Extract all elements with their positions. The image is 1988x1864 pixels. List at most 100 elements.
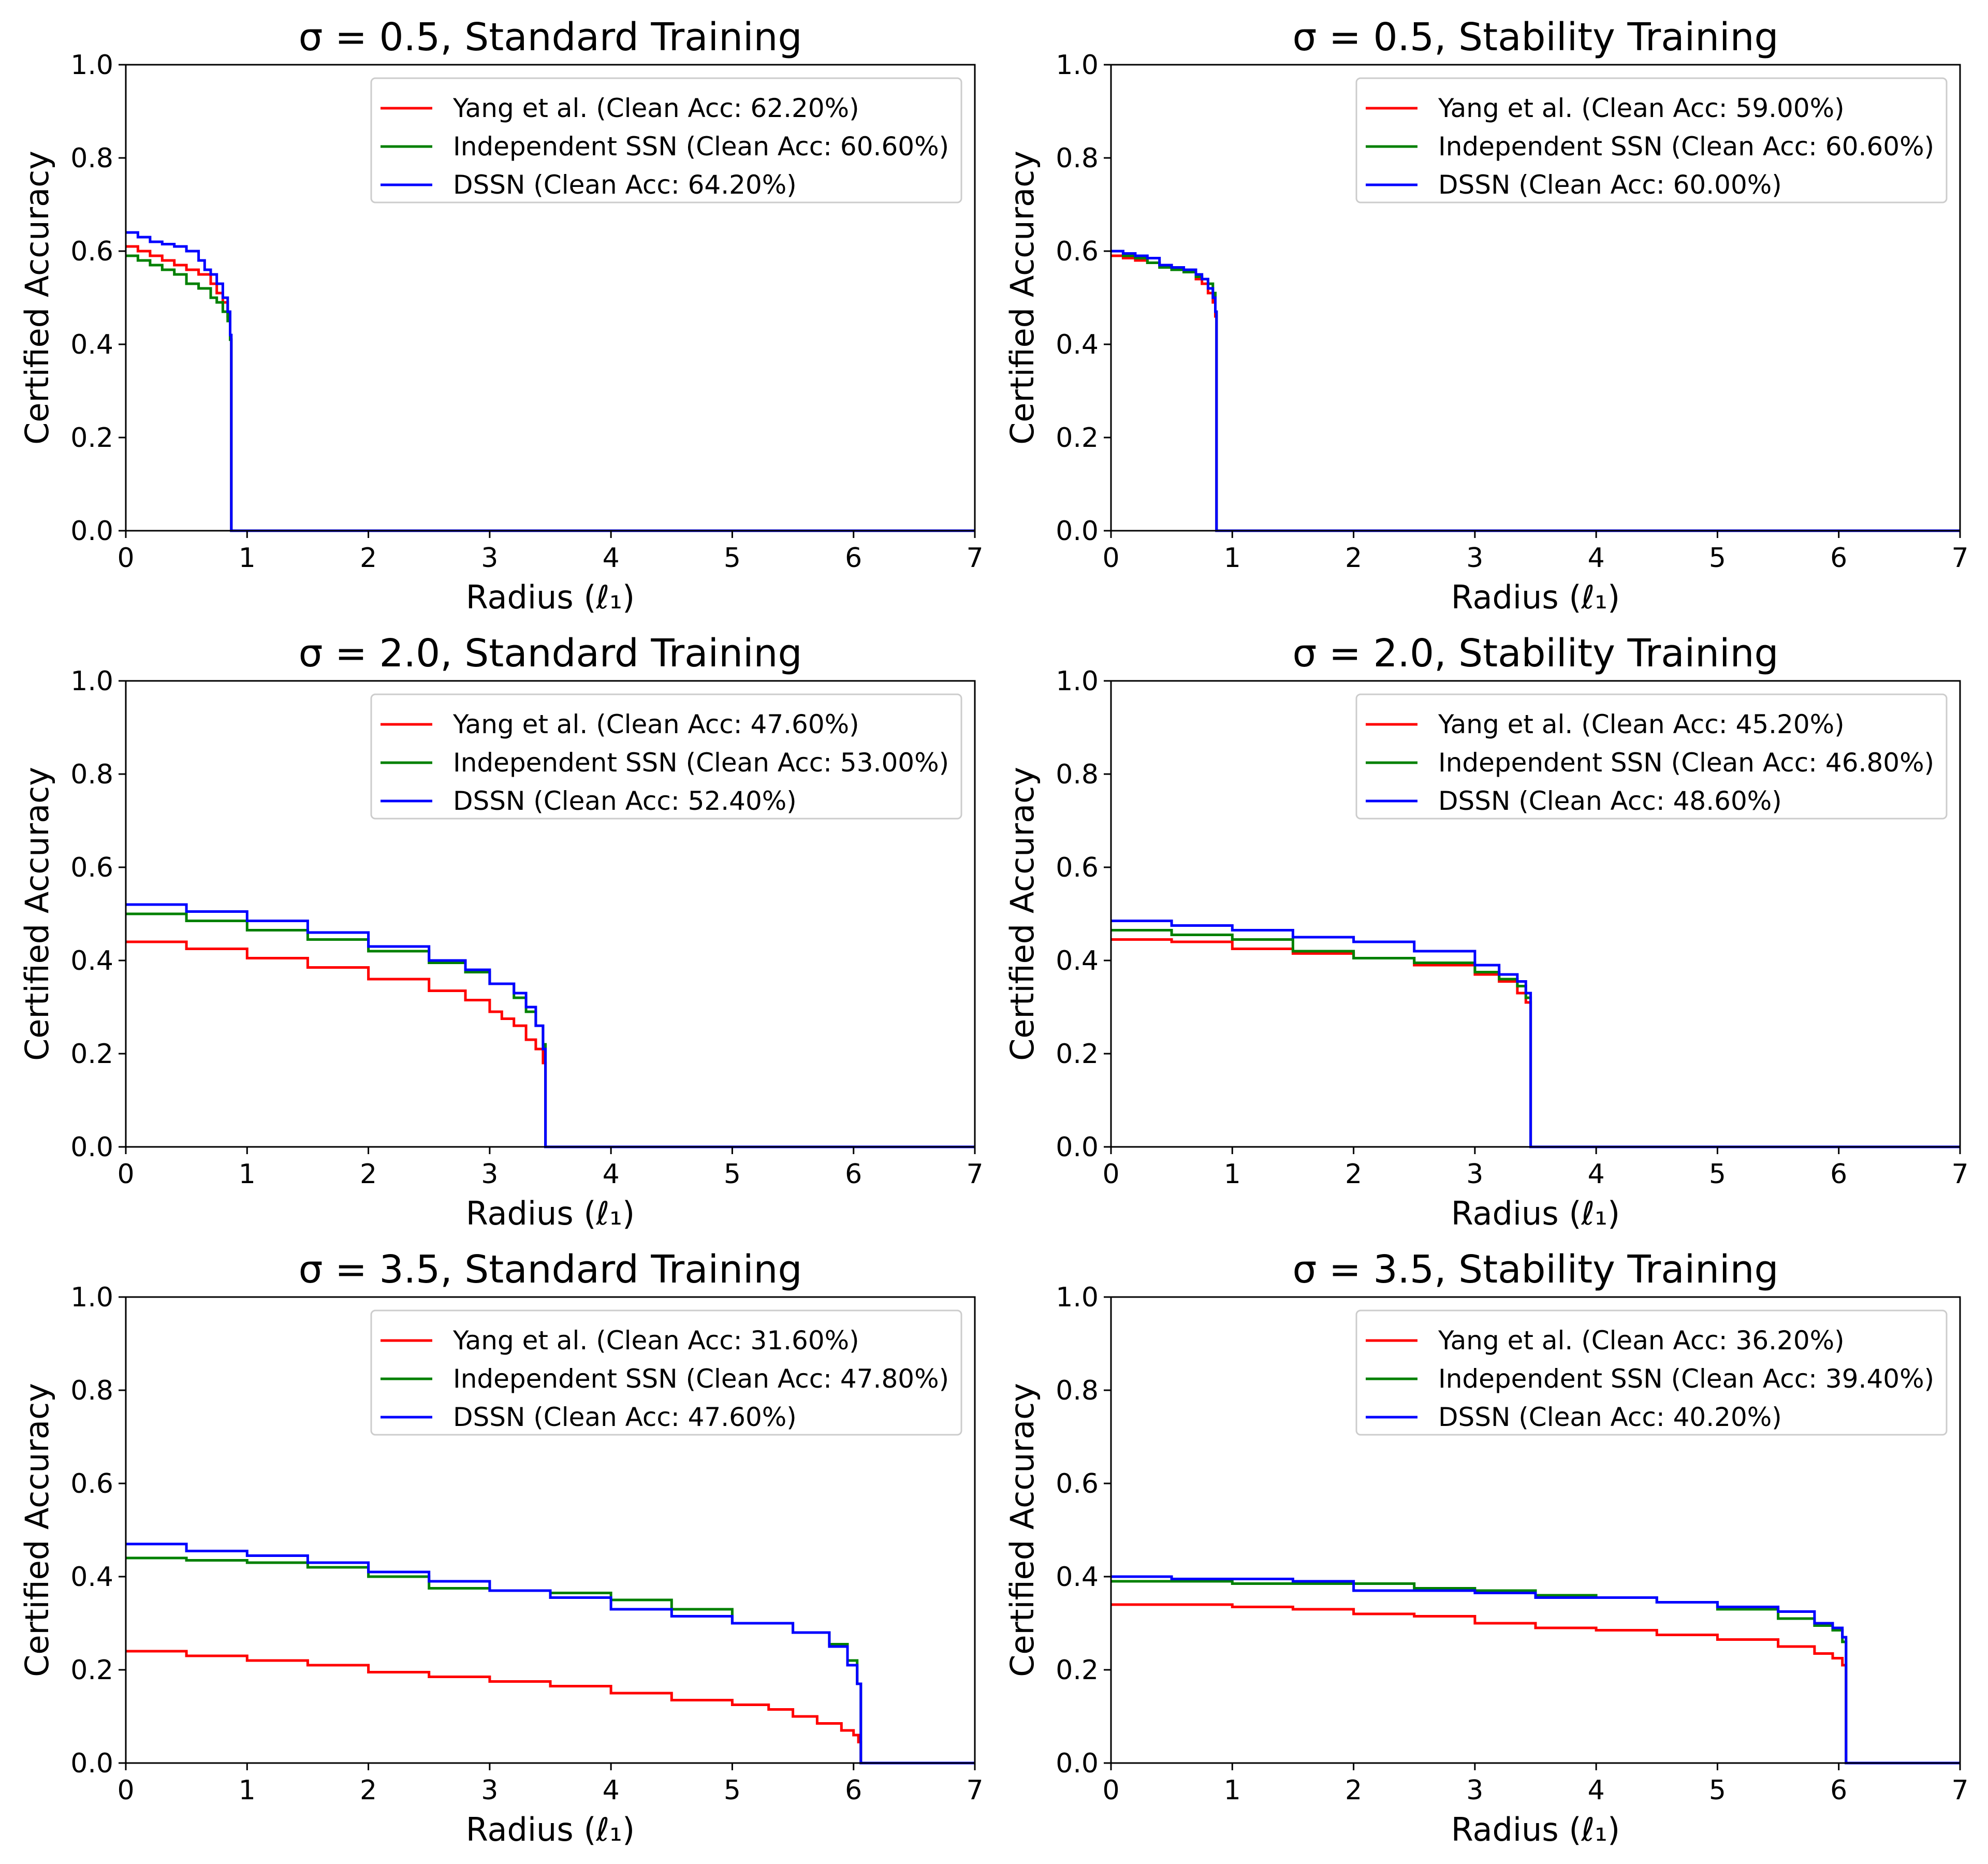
y-tick-label: 0.4 — [70, 329, 113, 360]
series-lines — [1111, 250, 1960, 532]
series-line-dssn — [1111, 920, 1960, 1148]
legend-label-dssn: DSSN (Clean Acc: 60.00%) — [1438, 170, 1782, 200]
legend-label-independent-ssn: Independent SSN (Clean Acc: 39.40%) — [1438, 1364, 1934, 1394]
x-axis-label: Radius (ℓ₁) — [466, 1195, 635, 1232]
x-tick-label: 4 — [1588, 1775, 1605, 1806]
series-line-independent-ssn — [126, 254, 975, 532]
plot-frame — [125, 1296, 976, 1764]
plot-frame — [1110, 64, 1961, 532]
legend-label-yang-et-al: Yang et al. (Clean Acc: 59.00%) — [1438, 93, 1845, 123]
x-tick-label: 4 — [1588, 543, 1605, 574]
y-tick-label: 0.4 — [70, 945, 113, 977]
legend-box — [1355, 693, 1948, 820]
x-tick-label: 5 — [724, 543, 741, 574]
y-tick-label: 0.6 — [1056, 236, 1099, 267]
x-tick-label: 1 — [1224, 543, 1241, 574]
x-tick-label: 4 — [1588, 1159, 1605, 1190]
x-tick-label: 2 — [1345, 1775, 1362, 1806]
y-axis-label: Certified Accuracy — [1003, 151, 1041, 445]
series-line-yang-et-al — [1111, 938, 1960, 1148]
legend-label-yang-et-al: Yang et al. (Clean Acc: 31.60%) — [452, 1326, 859, 1356]
x-tick-label: 6 — [1830, 543, 1847, 574]
x-tick-label: 0 — [117, 543, 134, 574]
legend-label-dssn: DSSN (Clean Acc: 40.20%) — [1438, 1402, 1782, 1432]
x-tick-label: 1 — [1224, 1159, 1241, 1190]
y-tick-label: 0.4 — [70, 1562, 113, 1593]
x-tick-label: 1 — [239, 543, 256, 574]
legend-label-yang-et-al: Yang et al. (Clean Acc: 62.20%) — [452, 93, 859, 123]
x-tick-label: 0 — [1102, 1159, 1119, 1190]
x-tick-label: 3 — [1466, 543, 1483, 574]
legend: Yang et al. (Clean Acc: 36.20%) Independe… — [1355, 1309, 1948, 1436]
y-tick-label: 0.6 — [1056, 852, 1099, 883]
x-tick-label: 2 — [1345, 1159, 1362, 1190]
x-tick-label: 4 — [603, 543, 620, 574]
legend-label-dssn: DSSN (Clean Acc: 64.20%) — [453, 170, 797, 200]
y-tick-label: 0.8 — [1056, 759, 1099, 790]
y-tick-label: 0.0 — [1056, 1132, 1099, 1163]
legend-label-yang-et-al: Yang et al. (Clean Acc: 47.60%) — [452, 709, 859, 739]
x-tick-label: 3 — [481, 543, 498, 574]
series-lines — [1111, 1575, 1960, 1765]
series-line-dssn — [126, 1542, 975, 1765]
series-line-independent-ssn — [126, 912, 975, 1148]
y-tick-label: 0.2 — [70, 1039, 113, 1070]
legend-label-independent-ssn: Independent SSN (Clean Acc: 47.80%) — [453, 1364, 949, 1394]
y-axis-label: Certified Accuracy — [1003, 767, 1041, 1061]
y-tick-label: 0.6 — [70, 1468, 113, 1499]
series-line-dssn — [126, 903, 975, 1148]
x-axis-label: Radius (ℓ₁) — [1451, 1195, 1620, 1232]
y-tick-label: 1.0 — [1056, 1282, 1099, 1313]
x-tick-label: 6 — [845, 1775, 862, 1806]
chart-title: σ = 0.5, Stability Training — [1293, 15, 1779, 60]
series-lines — [126, 903, 975, 1148]
y-axis-label: Certified Accuracy — [18, 1383, 56, 1677]
x-tick-label: 6 — [1830, 1775, 1847, 1806]
y-tick-label: 0.0 — [70, 516, 113, 547]
chart-panel-3: 0 1 2 3 4 5 6 7 0.0 0.2 0.4 0.6 0.8 1.0 σ = 2.0, Stand… — [18, 631, 984, 1232]
series-lines — [126, 231, 975, 532]
y-tick-label: 0.0 — [70, 1132, 113, 1163]
y-tick-label: 0.4 — [1056, 1562, 1099, 1593]
x-tick-label: 0 — [117, 1775, 134, 1806]
y-tick-label: 0.8 — [1056, 1375, 1099, 1406]
x-tick-label: 5 — [1709, 1159, 1726, 1190]
y-tick-label: 1.0 — [1056, 666, 1099, 697]
x-tick-label: 3 — [481, 1159, 498, 1190]
y-tick-label: 0.4 — [1056, 945, 1099, 977]
series-lines — [126, 1542, 975, 1765]
x-tick-label: 6 — [845, 543, 862, 574]
y-tick-label: 0.2 — [70, 1655, 113, 1686]
x-tick-label: 0 — [117, 1159, 134, 1190]
y-tick-label: 0.4 — [1056, 329, 1099, 360]
y-tick-label: 0.6 — [70, 852, 113, 883]
series-line-yang-et-al — [1111, 1603, 1960, 1765]
x-tick-label: 5 — [1709, 543, 1726, 574]
chart-title: σ = 2.0, Standard Training — [299, 631, 802, 676]
x-tick-label: 0 — [1102, 1775, 1119, 1806]
legend: Yang et al. (Clean Acc: 45.20%) Independe… — [1355, 693, 1948, 820]
plot-frame — [1110, 680, 1961, 1148]
series-line-yang-et-al — [1111, 254, 1960, 532]
y-axis-label: Certified Accuracy — [18, 767, 56, 1061]
series-line-yang-et-al — [126, 1650, 975, 1765]
series-line-independent-ssn — [1111, 1580, 1960, 1765]
chart-title: σ = 3.5, Stability Training — [1293, 1247, 1779, 1292]
chart-panel-4: 0 1 2 3 4 5 6 7 0.0 0.2 0.4 0.6 0.8 1.0 σ = 2.0, Stabi… — [1003, 631, 1969, 1232]
x-axis-label: Radius (ℓ₁) — [466, 578, 635, 616]
y-tick-label: 0.0 — [70, 1748, 113, 1779]
y-tick-label: 0.2 — [1056, 1039, 1099, 1070]
series-line-yang-et-al — [126, 940, 975, 1148]
x-tick-label: 4 — [603, 1775, 620, 1806]
x-tick-label: 5 — [724, 1159, 741, 1190]
y-axis-label: Certified Accuracy — [18, 151, 56, 445]
y-tick-label: 0.8 — [1056, 143, 1099, 174]
y-tick-label: 0.8 — [70, 759, 113, 790]
y-tick-label: 0.6 — [1056, 1468, 1099, 1499]
x-tick-label: 4 — [603, 1159, 620, 1190]
legend-label-independent-ssn: Independent SSN (Clean Acc: 60.60%) — [1438, 132, 1934, 162]
x-tick-label: 7 — [966, 543, 983, 574]
x-tick-label: 6 — [1830, 1159, 1847, 1190]
plot-frame — [125, 680, 976, 1148]
legend-box — [1355, 1309, 1948, 1436]
